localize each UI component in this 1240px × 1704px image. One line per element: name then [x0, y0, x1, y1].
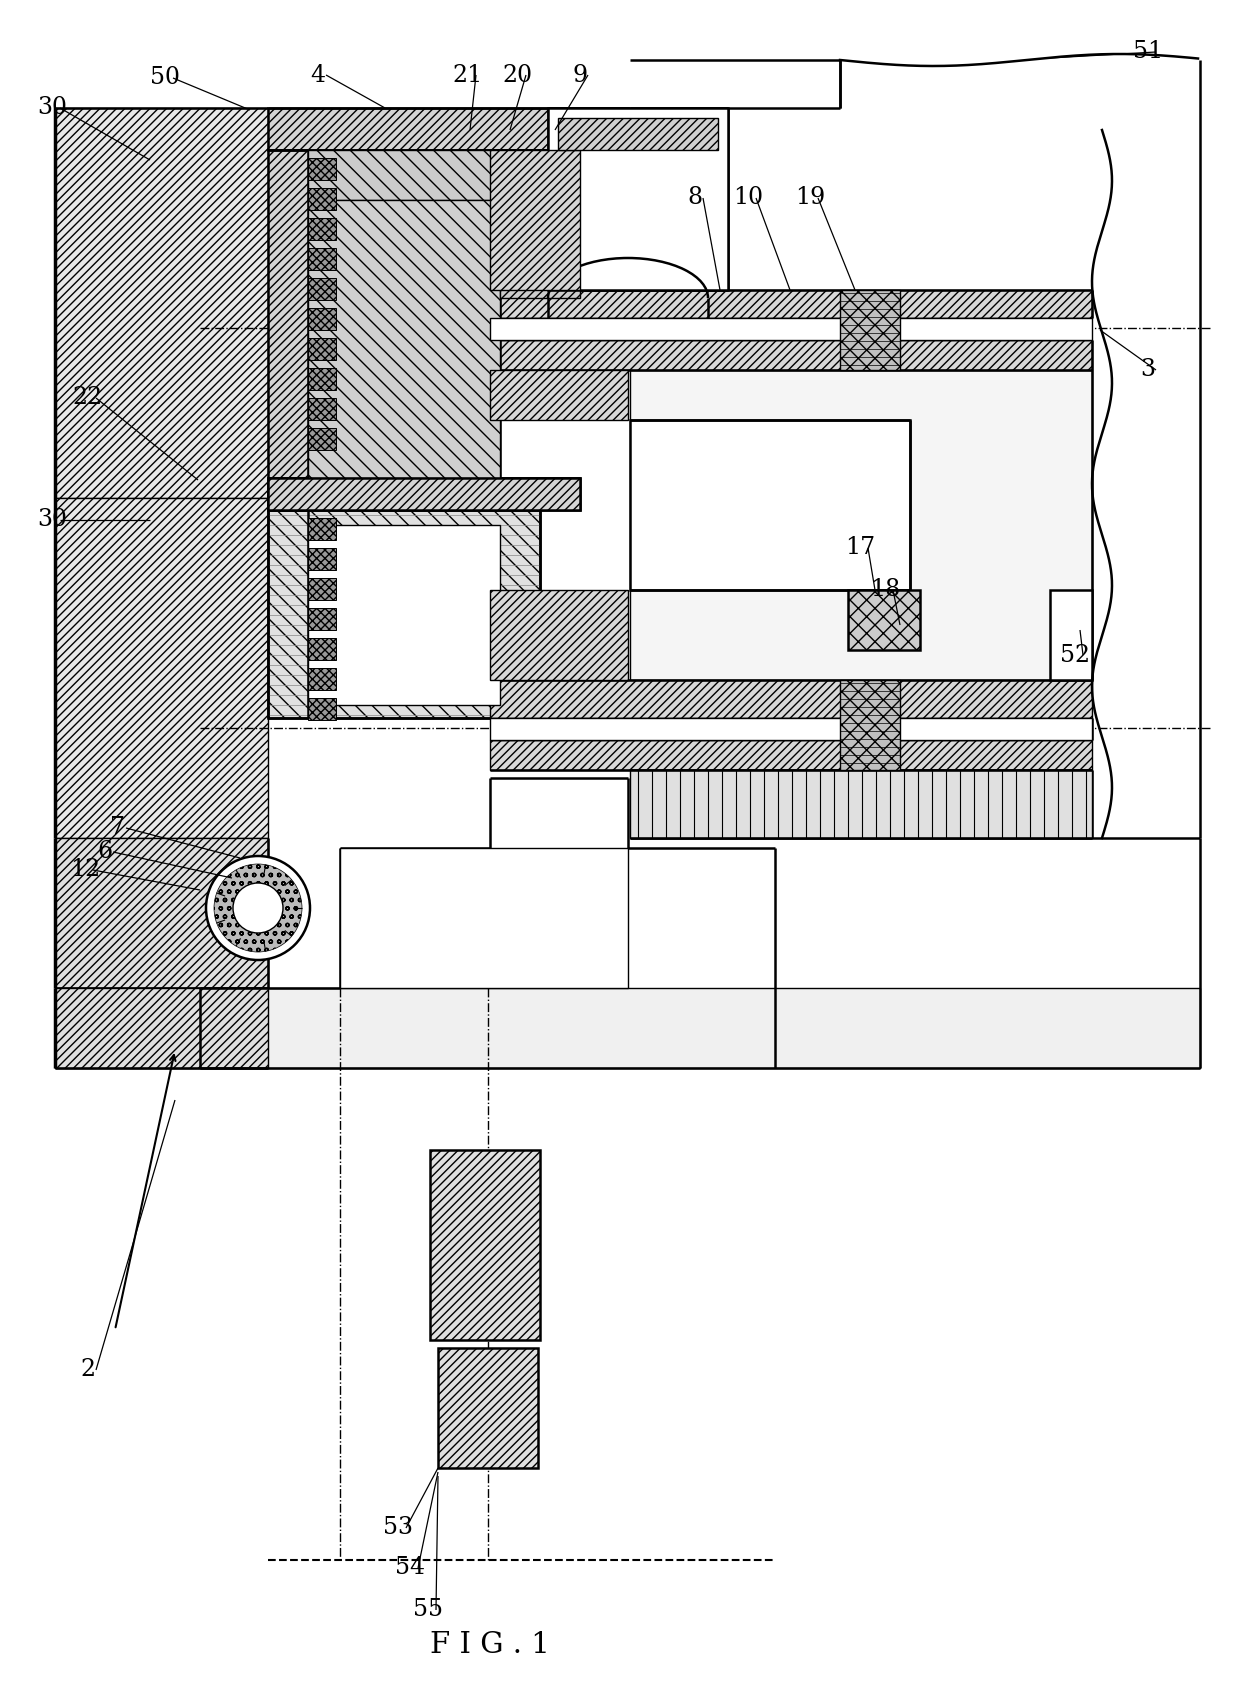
Text: 50: 50 [150, 66, 180, 90]
Text: 30: 30 [37, 97, 67, 119]
Polygon shape [558, 118, 718, 150]
Polygon shape [548, 107, 728, 290]
Polygon shape [630, 770, 1092, 838]
Text: 19: 19 [795, 186, 825, 210]
Polygon shape [630, 370, 1092, 680]
Polygon shape [308, 699, 336, 721]
Polygon shape [340, 849, 627, 988]
Polygon shape [268, 479, 580, 509]
Polygon shape [500, 150, 580, 298]
Polygon shape [308, 549, 336, 571]
Text: 7: 7 [110, 816, 125, 840]
Polygon shape [55, 988, 1200, 1068]
Text: 3: 3 [1141, 358, 1156, 382]
Polygon shape [308, 399, 336, 419]
Polygon shape [308, 337, 336, 360]
Text: 4: 4 [310, 63, 326, 87]
Polygon shape [55, 988, 268, 1068]
Polygon shape [308, 428, 336, 450]
Polygon shape [308, 249, 336, 269]
Text: 6: 6 [98, 840, 113, 864]
Polygon shape [1050, 590, 1092, 680]
Polygon shape [268, 150, 308, 509]
Polygon shape [308, 578, 336, 600]
Text: 21: 21 [453, 63, 484, 87]
Text: 22: 22 [73, 387, 103, 409]
Circle shape [233, 883, 283, 934]
Text: 8: 8 [687, 186, 703, 210]
Polygon shape [268, 107, 627, 150]
Polygon shape [308, 158, 336, 181]
Polygon shape [490, 680, 1092, 717]
Polygon shape [430, 1150, 539, 1339]
Polygon shape [490, 290, 1092, 319]
Polygon shape [308, 199, 500, 479]
Polygon shape [308, 608, 336, 630]
Polygon shape [308, 278, 336, 300]
Text: 12: 12 [69, 859, 100, 881]
Polygon shape [490, 717, 1092, 740]
Text: 18: 18 [870, 578, 900, 602]
Polygon shape [839, 680, 900, 770]
Text: 51: 51 [1133, 41, 1163, 63]
Polygon shape [630, 419, 910, 590]
Circle shape [206, 855, 310, 959]
Polygon shape [268, 509, 539, 717]
Polygon shape [490, 150, 580, 290]
Text: 52: 52 [1060, 644, 1090, 666]
Polygon shape [308, 637, 336, 659]
Polygon shape [580, 107, 627, 298]
Polygon shape [55, 107, 268, 498]
Polygon shape [55, 498, 268, 838]
Text: 2: 2 [81, 1358, 95, 1382]
Polygon shape [308, 187, 336, 210]
Text: 9: 9 [573, 63, 588, 87]
Text: F I G . 1: F I G . 1 [430, 1631, 549, 1660]
Polygon shape [308, 518, 336, 540]
Polygon shape [55, 838, 268, 988]
Text: 30: 30 [37, 508, 67, 532]
Polygon shape [490, 319, 1092, 341]
Text: 17: 17 [844, 537, 875, 559]
Polygon shape [490, 341, 1092, 370]
Polygon shape [308, 525, 500, 705]
Polygon shape [438, 1348, 538, 1469]
Text: 53: 53 [383, 1517, 413, 1539]
Text: 10: 10 [733, 186, 763, 210]
Text: 55: 55 [413, 1598, 443, 1622]
Polygon shape [848, 590, 920, 649]
Polygon shape [308, 668, 336, 690]
Polygon shape [490, 590, 627, 680]
Polygon shape [308, 368, 336, 390]
Polygon shape [308, 218, 336, 240]
Circle shape [215, 864, 303, 953]
Text: 54: 54 [394, 1556, 425, 1580]
Polygon shape [268, 479, 580, 509]
Polygon shape [490, 370, 627, 419]
Text: 20: 20 [503, 63, 533, 87]
Polygon shape [308, 150, 500, 199]
Polygon shape [490, 740, 1092, 770]
Polygon shape [308, 308, 336, 331]
Polygon shape [839, 290, 900, 370]
